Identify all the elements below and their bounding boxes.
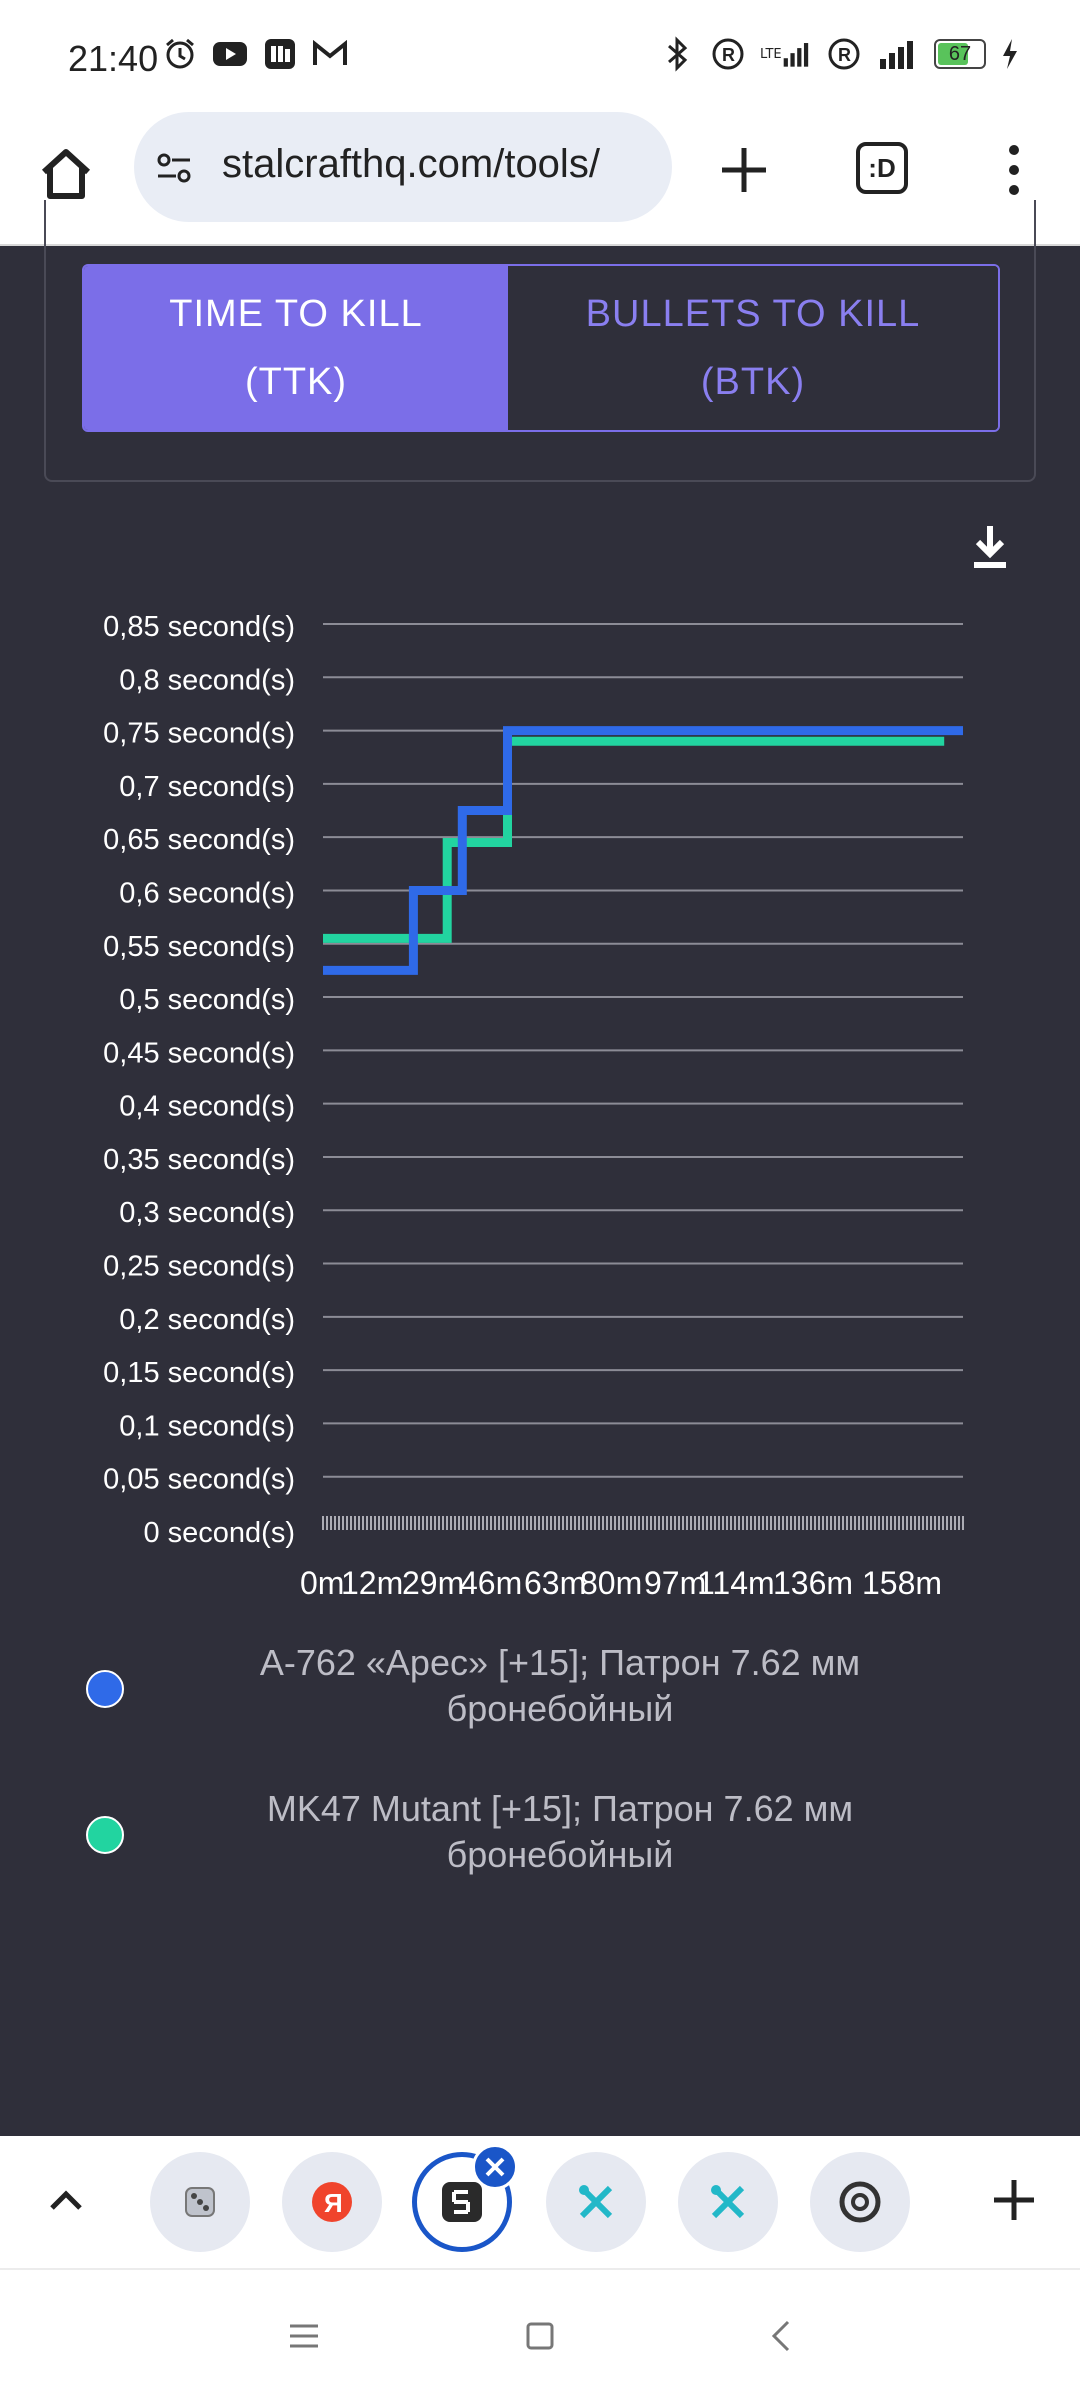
y-tick-label: 0,7 second(s) [119, 771, 295, 803]
y-tick-label: 0,15 second(s) [103, 1357, 295, 1389]
x-tick-label: 136m [773, 1565, 853, 1601]
status-time: 21:40 [68, 38, 159, 79]
tools-icon[interactable] [678, 2152, 778, 2252]
system-icons: R LTE R 67 [660, 36, 1020, 72]
new-tab-icon[interactable] [714, 140, 774, 200]
x-tick-label: 114m [697, 1565, 775, 1601]
y-tick-label: 0,65 second(s) [103, 824, 295, 856]
legend-label-line2: бронебойный [446, 1688, 674, 1729]
y-tick-label: 0,55 second(s) [103, 931, 295, 963]
y-tick-label: 0 second(s) [143, 1517, 295, 1549]
btk-label: BULLETS TO KILL (BTK) [585, 293, 921, 403]
x-tick-label: 46m [460, 1565, 522, 1601]
ttk-chart: 0 second(s) 0,05 second(s) 0,1 second(s) 0,… [103, 611, 964, 1601]
youtube-icon [212, 36, 248, 72]
series-line [323, 726, 963, 975]
ttk-label: TIME TO KILL (TTK) [169, 293, 423, 403]
plus-icon[interactable] [990, 2176, 1038, 2224]
svg-text:R: R [838, 45, 851, 65]
tools-icon[interactable] [546, 2152, 646, 2252]
y-tick-label: 0,85 second(s) [103, 611, 295, 643]
chrome-icon[interactable] [810, 2152, 910, 2252]
x-tick-label: 12m [341, 1565, 403, 1601]
ttk-button[interactable]: TIME TO KILL (TTK) [84, 266, 508, 430]
y-tick-label: 0,25 second(s) [103, 1251, 295, 1283]
y-tick-label: 0,45 second(s) [103, 1037, 295, 1069]
y-tick-label: 0,3 second(s) [119, 1197, 295, 1229]
battery-level [938, 43, 968, 65]
url-text[interactable]: stalcrafthq.com/tools/ [222, 142, 600, 186]
y-tick-label: 0,4 second(s) [119, 1091, 295, 1123]
y-tick-label: 0,2 second(s) [119, 1304, 295, 1336]
legend-label: MK47 Mutant [+15]; Патрон 7.62 мм бронеб… [180, 1786, 940, 1878]
series-line [323, 736, 945, 943]
battery-percent: 67 [948, 43, 972, 65]
x-tick-label: 0m [300, 1565, 344, 1601]
x-tick-label: 80m [580, 1565, 642, 1601]
y-tick-label: 0,35 second(s) [103, 1144, 295, 1176]
y-tick-label: 0,75 second(s) [103, 718, 295, 750]
signal-icon [876, 36, 920, 72]
legend-label-line1: А-762 «Арес» [+15]; Патрон 7.62 мм [259, 1642, 861, 1683]
more-menu-icon[interactable] [996, 140, 1032, 200]
home-icon[interactable] [34, 142, 98, 206]
charging-icon [1000, 36, 1020, 72]
browser-toolbar: stalcrafthq.com/tools/ :D [0, 112, 1080, 246]
status-bar: 21:40 R LTE R 67 [0, 0, 1080, 112]
notification-icons [162, 36, 348, 72]
gmail-icon [312, 36, 348, 72]
stalcraft-icon[interactable] [412, 2152, 512, 2252]
legend-label: А-762 «Арес» [+15]; Патрон 7.62 мм броне… [180, 1640, 940, 1732]
roaming-icon: R [710, 36, 746, 72]
home-nav-icon[interactable] [520, 2316, 560, 2356]
mode-panel [44, 200, 1036, 482]
y-tick-label: 0,8 second(s) [119, 664, 295, 696]
signal-icon: LTE [760, 36, 812, 72]
legend-dot [86, 1816, 124, 1854]
back-icon[interactable] [762, 2316, 802, 2356]
address-bar[interactable]: stalcrafthq.com/tools/ [134, 112, 672, 222]
mode-toggle: TIME TO KILL (TTK) BULLETS TO KILL (BTK) [82, 264, 1000, 432]
x-tick-label: 63m [524, 1565, 586, 1601]
system-nav-bar [0, 2268, 1080, 2400]
network-type: LTE [760, 46, 782, 62]
menu-icon[interactable] [284, 2316, 324, 2356]
x-tick-label: 29m [402, 1565, 464, 1601]
y-tick-label: 0,1 second(s) [119, 1410, 295, 1442]
yandex-icon[interactable]: Я [282, 2152, 382, 2252]
btk-button[interactable]: BULLETS TO KILL (BTK) [508, 266, 998, 430]
dice-app-icon[interactable] [150, 2152, 250, 2252]
tab-switcher-button[interactable]: :D [856, 142, 908, 194]
roaming-icon: R [826, 36, 862, 72]
svg-text:R: R [722, 45, 735, 65]
x-tick-label: 158m [862, 1565, 942, 1601]
tab-strip: Я [0, 2136, 1080, 2268]
chevron-up-icon[interactable] [40, 2174, 92, 2226]
y-tick-label: 0,5 second(s) [119, 984, 295, 1016]
close-icon[interactable] [472, 2144, 518, 2190]
bluetooth-icon [660, 36, 696, 72]
y-tick-label: 0,6 second(s) [119, 877, 295, 909]
site-settings-icon[interactable] [154, 148, 194, 188]
legend-dot [86, 1670, 124, 1708]
svg-text:Я: Я [324, 2188, 343, 2218]
alarm-icon [162, 36, 198, 72]
download-icon[interactable] [970, 524, 1010, 570]
legend-label-line2: бронебойный [446, 1834, 674, 1875]
y-tick-label: 0,05 second(s) [103, 1464, 295, 1496]
legend-label-line1: MK47 Mutant [+15]; Патрон 7.62 мм [266, 1788, 854, 1829]
app-icon [262, 36, 298, 72]
battery-icon: 67 [934, 39, 986, 69]
x-tick-label: 97m [644, 1565, 706, 1601]
